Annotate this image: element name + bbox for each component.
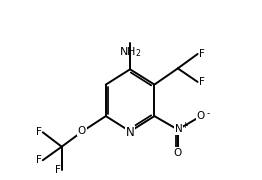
Text: N: N bbox=[126, 126, 134, 139]
Text: F: F bbox=[36, 155, 42, 165]
Text: F: F bbox=[199, 77, 205, 87]
Text: +: + bbox=[182, 121, 188, 130]
Text: O: O bbox=[196, 111, 204, 122]
Text: O: O bbox=[174, 148, 182, 158]
Text: N: N bbox=[175, 124, 183, 134]
Text: F: F bbox=[55, 165, 61, 175]
Text: NH$_2$: NH$_2$ bbox=[119, 45, 141, 59]
Text: F: F bbox=[36, 127, 42, 137]
Text: F: F bbox=[199, 49, 205, 59]
Text: -: - bbox=[207, 109, 210, 118]
Text: O: O bbox=[78, 126, 86, 136]
